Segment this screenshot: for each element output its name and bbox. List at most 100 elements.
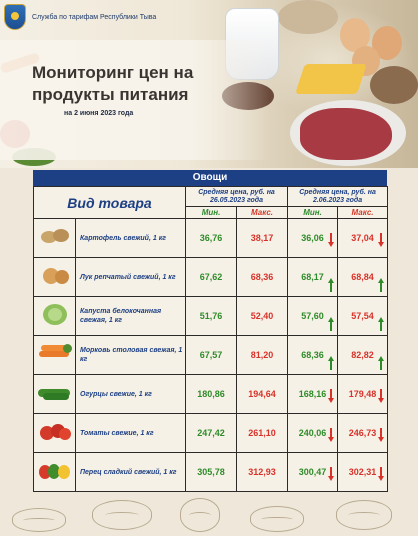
price-max1: 68,36 — [236, 257, 289, 297]
price-value: 36,76 — [199, 233, 223, 243]
price-max2: 57,54 — [337, 296, 389, 336]
price-value: 57,60 — [301, 311, 324, 321]
price-value: 180,86 — [197, 389, 225, 399]
price-value: 305,78 — [197, 467, 225, 477]
table-row: Картофель свежий, 1 кг 36,76 38,17 36,06 37,… — [33, 218, 389, 258]
price-value: 81,20 — [250, 350, 274, 360]
carrot-icon — [37, 342, 73, 364]
price-max2: 82,82 — [337, 335, 389, 375]
agency-emblem-icon — [4, 4, 26, 30]
price-min2: 57,60 — [287, 296, 339, 336]
price-value: 240,06 — [298, 428, 327, 438]
bread-decoration-icon — [336, 500, 392, 530]
price-max2: 68,84 — [337, 257, 389, 297]
price-value: 168,16 — [298, 389, 327, 399]
price-max2: 246,73 — [337, 413, 389, 453]
bread-decoration-icon — [92, 500, 152, 530]
arrow-down-icon — [378, 467, 385, 481]
price-max1: 261,10 — [236, 413, 289, 453]
price-min2: 168,16 — [287, 374, 339, 414]
price-min1: 247,42 — [185, 413, 238, 453]
price-value: 67,57 — [199, 350, 223, 360]
column-header-date2: Средняя цена, руб. на 2.06.2023 года — [287, 186, 389, 207]
tomato-icon — [37, 420, 73, 442]
column-header-max1: Макс. — [236, 206, 289, 219]
arrow-down-icon — [378, 389, 385, 403]
price-max1: 52,40 — [236, 296, 289, 336]
table-row: Огурцы свежие, 1 кг 180,86 194,64 168,16 179… — [33, 374, 389, 414]
table-row: Капуста белокочанная свежая, 1 кг 51,76 52… — [33, 296, 389, 336]
product-name: Морковь столовая свежая, 1 кг — [74, 335, 187, 375]
arrow-down-icon — [328, 467, 335, 481]
product-name: Капуста белокочанная свежая, 1 кг — [74, 296, 187, 336]
price-value: 247,42 — [197, 428, 225, 438]
price-value: 36,06 — [301, 233, 324, 243]
price-max2: 179,48 — [337, 374, 389, 414]
nuts-image — [278, 0, 338, 34]
price-value: 68,36 — [250, 272, 274, 282]
table-row: Лук репчатый свежий, 1 кг 67,62 68,36 68,17… — [33, 257, 389, 297]
bread-decoration-icon — [250, 506, 304, 532]
product-name: Лук репчатый свежий, 1 кг — [74, 257, 187, 297]
arrow-down-icon — [328, 233, 335, 247]
price-value: 261,10 — [248, 428, 276, 438]
arrow-down-icon — [378, 233, 385, 247]
price-value: 51,76 — [199, 311, 223, 321]
cheese-image — [295, 64, 367, 94]
product-icon-cell — [33, 374, 76, 414]
pepper-icon — [37, 459, 73, 481]
price-value: 194,64 — [248, 389, 276, 399]
product-icon-cell — [33, 218, 76, 258]
cabbage-icon — [37, 303, 73, 325]
column-header-max2: Макс. — [337, 206, 389, 219]
price-min2: 36,06 — [287, 218, 339, 258]
price-value: 68,36 — [301, 350, 324, 360]
hero-banner: Служба по тарифам Республики Тыва Монито… — [0, 0, 418, 168]
price-value: 57,54 — [351, 311, 374, 321]
arrow-down-icon — [378, 428, 385, 442]
price-value: 37,04 — [351, 233, 374, 243]
meat-image — [300, 108, 392, 160]
column-header-date1: Средняя цена, руб. на 26.05.2023 года — [185, 186, 289, 207]
agency-name: Служба по тарифам Республики Тыва — [32, 14, 157, 21]
price-min2: 240,06 — [287, 413, 339, 453]
price-value: 67,62 — [199, 272, 223, 282]
potato-icon — [37, 225, 73, 247]
cucumber-icon — [37, 381, 73, 403]
bread-decoration-icon — [180, 498, 220, 532]
section-title: Овощи — [33, 170, 387, 186]
arrow-up-icon — [378, 356, 385, 370]
price-min1: 51,76 — [185, 296, 238, 336]
arrow-up-icon — [378, 317, 385, 331]
arrow-up-icon — [328, 356, 335, 370]
arrow-up-icon — [328, 278, 335, 292]
product-name: Картофель свежий, 1 кг — [74, 218, 187, 258]
page-title: Мониторинг цен на продукты питания — [32, 63, 194, 104]
price-value: 246,73 — [348, 428, 377, 438]
price-min2: 68,17 — [287, 257, 339, 297]
price-min1: 67,57 — [185, 335, 238, 375]
price-value: 300,47 — [298, 467, 327, 477]
price-max2: 37,04 — [337, 218, 389, 258]
price-max2: 302,31 — [337, 452, 389, 492]
onion-icon — [37, 264, 73, 286]
price-min1: 180,86 — [185, 374, 238, 414]
arrow-up-icon — [328, 317, 335, 331]
price-value: 312,93 — [248, 467, 276, 477]
price-min2: 68,36 — [287, 335, 339, 375]
table-row: Томаты свежие, 1 кг 247,42 261,10 240,06 246… — [33, 413, 389, 453]
table-row: Перец сладкий свежий, 1 кг 305,78 312,93 30… — [33, 452, 389, 492]
price-value: 68,17 — [301, 272, 324, 282]
price-value: 38,17 — [250, 233, 274, 243]
price-table: Вид товара Средняя цена, руб. на 26.05.2… — [32, 186, 389, 492]
table-row: Морковь столовая свежая, 1 кг 67,57 81,20 6… — [33, 335, 389, 375]
price-max1: 38,17 — [236, 218, 289, 258]
price-value: 302,31 — [348, 467, 377, 477]
product-name: Огурцы свежие, 1 кг — [74, 374, 187, 414]
price-value: 179,48 — [348, 389, 377, 399]
column-header-min2: Мин. — [287, 206, 339, 219]
product-icon-cell — [33, 413, 76, 453]
price-max1: 81,20 — [236, 335, 289, 375]
product-icon-cell — [33, 257, 76, 297]
price-table-container: Овощи Вид товара Средняя цена, руб. на 2… — [32, 170, 389, 492]
